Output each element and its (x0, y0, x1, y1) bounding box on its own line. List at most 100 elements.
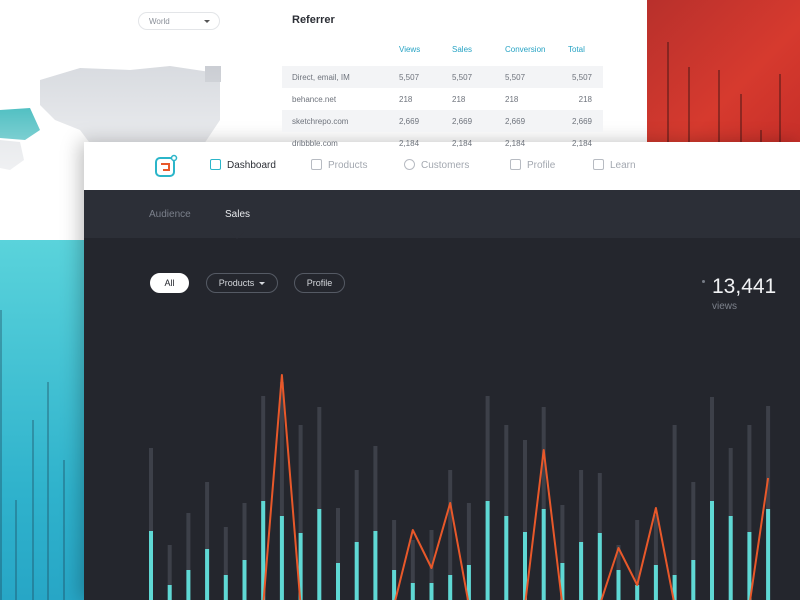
line (262, 374, 302, 600)
decor-line (740, 94, 742, 142)
bar (485, 396, 490, 600)
line (749, 477, 770, 600)
cell: 218 (578, 95, 592, 104)
decor-line (47, 382, 49, 600)
bar (354, 470, 359, 600)
nav-icon (404, 159, 415, 170)
bar (504, 516, 509, 600)
bar (691, 560, 696, 600)
filter-pill[interactable]: Products (206, 273, 278, 293)
bar (466, 503, 471, 600)
bar (672, 425, 677, 600)
bar (186, 513, 191, 600)
bar (597, 533, 602, 600)
bar (186, 570, 191, 600)
bar (298, 425, 303, 600)
cell: 2,184 (505, 139, 526, 148)
bar (747, 425, 752, 600)
cell: 218 (399, 95, 413, 104)
decor-line (63, 460, 65, 600)
bar (635, 585, 640, 600)
bar (635, 520, 640, 600)
filter-pill[interactable]: Profile (294, 273, 345, 293)
bar (242, 503, 247, 600)
nav-icon (210, 159, 221, 170)
cell: 218 (505, 95, 519, 104)
bar (223, 527, 228, 600)
bar (448, 575, 453, 600)
bar (616, 570, 621, 600)
nav-item[interactable]: Customers (421, 160, 470, 171)
filter-label: Products (218, 278, 255, 288)
filter-pill[interactable]: All (150, 273, 189, 293)
bar (261, 396, 266, 600)
decor-line (760, 130, 762, 142)
bar (560, 505, 565, 600)
tab[interactable]: Sales (225, 209, 251, 220)
bar (691, 482, 696, 600)
bar (541, 509, 546, 600)
cyan-panel (0, 240, 84, 600)
bar (223, 575, 228, 600)
column-header[interactable]: Total (568, 45, 585, 54)
bar (392, 570, 397, 600)
bar (523, 440, 527, 600)
bar (205, 549, 210, 600)
bar (672, 575, 677, 600)
referrer-title: Referrer (292, 14, 335, 26)
bar (429, 583, 434, 600)
bar (448, 470, 453, 600)
decor-line (32, 420, 34, 600)
stat-dot (702, 280, 705, 283)
table-row: sketchrepo.com 2,669 2,669 2,669 2,669 (282, 110, 603, 132)
decor-line (779, 74, 781, 142)
tab[interactable]: Audience (149, 209, 191, 220)
column-header[interactable]: Sales (452, 45, 473, 54)
stat-label: views (712, 301, 738, 312)
cell: 2,184 (452, 139, 473, 148)
row-label: dribbble.com (292, 139, 338, 148)
bar (653, 515, 658, 600)
line (600, 507, 675, 600)
bar (149, 531, 153, 600)
table-row: behance.net 218 218 218 218 (282, 88, 603, 110)
bar (541, 407, 546, 600)
bar (373, 446, 378, 600)
filter-label: Profile (306, 278, 333, 288)
nav-icon (593, 159, 604, 170)
nav-item[interactable]: Learn (610, 160, 636, 171)
region-select[interactable]: World (138, 12, 220, 30)
cell: 218 (452, 95, 466, 104)
bar (279, 382, 284, 600)
nav-icon (510, 159, 521, 170)
cell: 2,669 (571, 117, 592, 126)
bar (410, 540, 415, 600)
row-label: Direct, email, IM (292, 73, 350, 82)
red-panel (647, 0, 800, 142)
column-header[interactable]: Conversion (505, 45, 546, 54)
nav-bar: Dashboard Products Customers Profile Learn (84, 142, 800, 190)
bar (485, 501, 490, 600)
bar (336, 508, 340, 600)
bar (279, 516, 284, 600)
bar (766, 509, 771, 600)
cell: 2,184 (399, 139, 420, 148)
bar (410, 583, 415, 600)
nav-icon (311, 159, 322, 170)
sub-nav: Audience Sales (84, 190, 800, 239)
bar (747, 532, 752, 600)
bar (560, 563, 565, 600)
bar (242, 560, 247, 600)
caret (259, 282, 266, 288)
nav-item[interactable]: Profile (527, 160, 556, 171)
bar (354, 542, 359, 600)
column-header[interactable]: Views (399, 45, 421, 54)
cell: 5,507 (505, 73, 526, 82)
chart (149, 374, 771, 600)
bar (261, 501, 266, 600)
bar (710, 501, 714, 600)
nav-item[interactable]: Dashboard (227, 160, 276, 171)
nav-item[interactable]: Products (328, 160, 368, 171)
bar (728, 516, 733, 600)
